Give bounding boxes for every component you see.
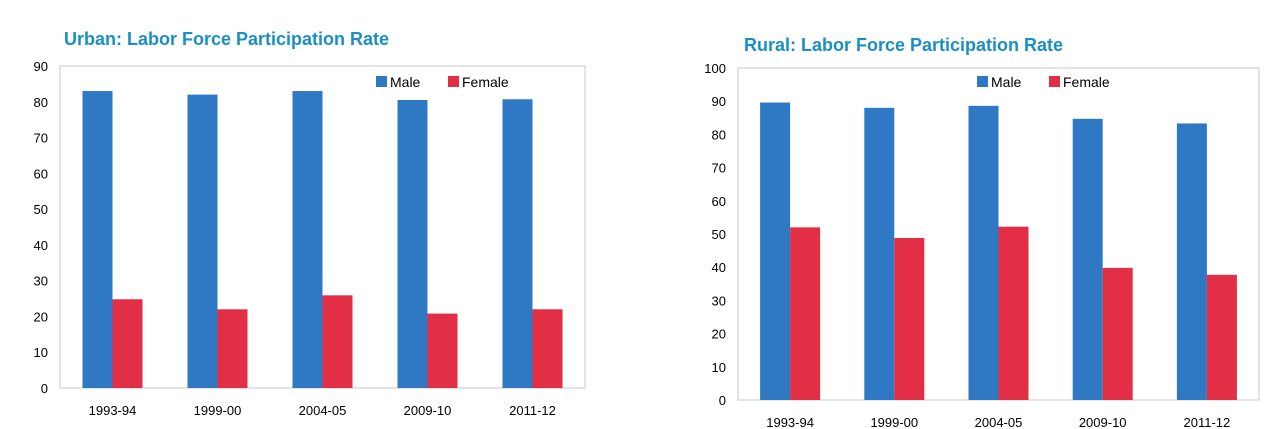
rural-bar-male-2011-12	[1176, 123, 1207, 400]
rural-chart: Rural: Labor Force Participation Rate 0 1…	[704, 35, 1260, 429]
rural-x-tick-label: 1999-00	[870, 415, 918, 429]
rural-x-tick-label: 2011-12	[1184, 415, 1231, 429]
legend-swatch-female	[1049, 76, 1060, 87]
rural-chart-title: Rural: Labor Force Participation Rate	[744, 35, 1063, 55]
rural-legend: Male Female	[977, 74, 1110, 90]
urban-bar-male-2004-05	[292, 91, 323, 389]
urban-x-tick-label: 2011-12	[509, 403, 556, 418]
rural-y-tick-label: 30	[712, 293, 726, 308]
urban-y-tick-label: 90	[34, 59, 48, 74]
rural-bar-male-2004-05	[968, 105, 999, 401]
legend-swatch-male	[376, 76, 387, 87]
legend-label-female: Female	[1063, 74, 1110, 90]
urban-bar-female-2011-12	[532, 309, 563, 388]
legend-swatch-male	[977, 76, 988, 87]
urban-y-tick-label: 70	[34, 131, 48, 146]
urban-bar-male-1993-94	[82, 91, 113, 389]
rural-bars	[760, 102, 1237, 401]
rural-y-tick-label: 50	[712, 227, 726, 242]
rural-bar-female-2009-10	[1102, 267, 1133, 400]
urban-y-tick-label: 10	[34, 345, 48, 360]
urban-legend: Male Female	[376, 74, 509, 90]
urban-x-tick-label: 2004-05	[299, 403, 347, 418]
urban-chart-title: Urban: Labor Force Participation Rate	[64, 29, 389, 49]
rural-bar-female-2011-12	[1206, 274, 1237, 400]
urban-y-tick-label: 0	[41, 381, 48, 396]
legend-label-female: Female	[462, 74, 509, 90]
urban-y-tick-label: 30	[34, 274, 48, 289]
rural-y-tick-label: 10	[712, 360, 726, 375]
urban-bar-female-1993-94	[112, 299, 143, 388]
rural-x-tick-label: 1993-94	[766, 415, 814, 429]
urban-chart: Urban: Labor Force Participation Rate 0 1…	[34, 29, 586, 418]
urban-x-tick-label: 2009-10	[404, 403, 452, 418]
rural-x-tick-label: 2004-05	[975, 415, 1023, 429]
urban-x-axis: 1993-94 1999-00 2004-05 2009-10 2011-12	[89, 403, 556, 418]
urban-x-tick-label: 1999-00	[194, 403, 242, 418]
urban-bar-female-2009-10	[427, 313, 458, 388]
urban-y-tick-label: 60	[34, 166, 48, 181]
legend-label-male: Male	[390, 74, 421, 90]
rural-x-tick-label: 2009-10	[1079, 415, 1127, 429]
urban-y-tick-label: 50	[34, 202, 48, 217]
urban-bar-female-1999-00	[217, 309, 248, 388]
rural-y-tick-label: 0	[719, 393, 726, 408]
legend-swatch-female	[448, 76, 459, 87]
rural-y-tick-label: 90	[712, 94, 726, 109]
rural-y-tick-label: 70	[712, 161, 726, 176]
urban-y-tick-label: 40	[34, 238, 48, 253]
urban-y-axis: 0 10 20 30 40 50 60 70 80 90	[34, 59, 48, 396]
rural-y-tick-label: 100	[704, 61, 726, 76]
rural-bar-female-1999-00	[894, 237, 925, 400]
urban-bars	[82, 91, 563, 389]
urban-bar-male-1999-00	[187, 94, 218, 388]
urban-y-tick-label: 20	[34, 309, 48, 324]
rural-y-tick-label: 20	[712, 327, 726, 342]
rural-bar-male-1999-00	[864, 107, 895, 400]
rural-y-axis: 0 10 20 30 40 50 60 70 80 90 100	[704, 61, 726, 408]
legend-label-male: Male	[991, 74, 1022, 90]
rural-x-axis: 1993-94 1999-00 2004-05 2009-10 2011-12	[766, 415, 1230, 429]
urban-x-tick-label: 1993-94	[89, 403, 137, 418]
urban-y-tick-label: 80	[34, 95, 48, 110]
rural-y-tick-label: 40	[712, 260, 726, 275]
rural-y-tick-label: 80	[712, 127, 726, 142]
rural-bar-female-2004-05	[998, 226, 1029, 400]
rural-bar-female-1993-94	[790, 227, 821, 400]
rural-bar-male-2009-10	[1072, 118, 1103, 401]
rural-bar-male-1993-94	[760, 102, 791, 400]
urban-bar-male-2009-10	[397, 99, 428, 388]
urban-bar-male-2011-12	[502, 99, 533, 389]
rural-y-tick-label: 60	[712, 194, 726, 209]
urban-bar-female-2004-05	[322, 295, 353, 388]
